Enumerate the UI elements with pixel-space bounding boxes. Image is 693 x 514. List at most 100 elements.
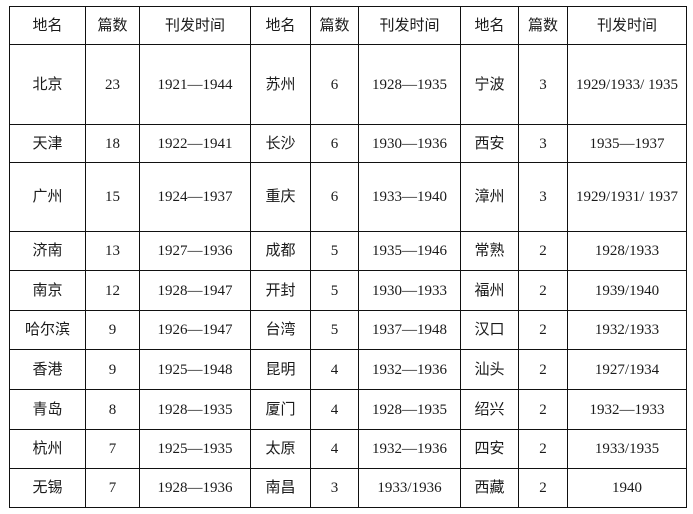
table-row: 南京 12 1928—1947 开封 5 1930—1933 福州 2 1939/1940 xyxy=(9,270,687,311)
cell-publication-period: 1927/1934 xyxy=(567,349,687,390)
table-row: 北京 23 1921—1944 苏州 6 1928—1935 宁波 3 1929/1933/ 1… xyxy=(9,44,687,125)
cell-publication-period: 1928—1936 xyxy=(139,468,251,508)
table-row: 杭州 7 1925—1935 太原 4 1932—1936 四安 2 1933/1935 xyxy=(9,429,687,469)
cell-publication-period: 1935—1946 xyxy=(358,231,461,271)
cell-place-name: 天津 xyxy=(9,124,86,163)
cell-article-count: 2 xyxy=(518,310,568,350)
header-article-count: 篇数 xyxy=(518,6,568,45)
cell-place-name: 杭州 xyxy=(9,429,86,469)
header-place-name: 地名 xyxy=(460,6,519,45)
table-row: 哈尔滨 9 1926—1947 台湾 5 1937—1948 汉口 2 1932/1933 xyxy=(9,310,687,350)
cell-article-count: 4 xyxy=(310,389,359,430)
cell-place-name: 绍兴 xyxy=(460,389,519,430)
cell-publication-period: 1932/1933 xyxy=(567,310,687,350)
cell-publication-period: 1929/1931/ 1937 xyxy=(567,162,687,232)
cell-article-count: 12 xyxy=(85,270,140,311)
cell-place-name: 太原 xyxy=(250,429,311,469)
cell-place-name: 无锡 xyxy=(9,468,86,508)
cell-publication-period: 1930—1936 xyxy=(358,124,461,163)
cell-place-name: 苏州 xyxy=(250,44,311,125)
cell-place-name: 厦门 xyxy=(250,389,311,430)
cell-article-count: 4 xyxy=(310,349,359,390)
cell-place-name: 昆明 xyxy=(250,349,311,390)
cell-article-count: 3 xyxy=(518,44,568,125)
cell-article-count: 5 xyxy=(310,310,359,350)
table-row: 香港 9 1925—1948 昆明 4 1932—1936 汕头 2 1927/1934 xyxy=(9,349,687,390)
table-row: 无锡 7 1928—1936 南昌 3 1933/1936 西藏 2 1940 xyxy=(9,468,687,508)
cell-article-count: 2 xyxy=(518,468,568,508)
header-publication-period: 刊发时间 xyxy=(358,6,461,45)
cell-place-name: 汉口 xyxy=(460,310,519,350)
cell-publication-period: 1932—1936 xyxy=(358,429,461,469)
header-publication-period: 刊发时间 xyxy=(139,6,251,45)
cell-publication-period: 1925—1935 xyxy=(139,429,251,469)
cell-publication-period: 1937—1948 xyxy=(358,310,461,350)
cell-place-name: 常熟 xyxy=(460,231,519,271)
cell-article-count: 6 xyxy=(310,124,359,163)
cell-article-count: 3 xyxy=(310,468,359,508)
cell-article-count: 18 xyxy=(85,124,140,163)
cell-place-name: 哈尔滨 xyxy=(9,310,86,350)
cell-publication-period: 1926—1947 xyxy=(139,310,251,350)
cell-publication-period: 1928—1935 xyxy=(358,44,461,125)
cell-article-count: 3 xyxy=(518,124,568,163)
cell-publication-period: 1924—1937 xyxy=(139,162,251,232)
cell-publication-period: 1927—1936 xyxy=(139,231,251,271)
cell-publication-period: 1939/1940 xyxy=(567,270,687,311)
cell-place-name: 重庆 xyxy=(250,162,311,232)
cell-article-count: 2 xyxy=(518,349,568,390)
cell-place-name: 南京 xyxy=(9,270,86,311)
cell-place-name: 福州 xyxy=(460,270,519,311)
cell-publication-period: 1930—1933 xyxy=(358,270,461,311)
cell-article-count: 8 xyxy=(85,389,140,430)
table-row: 青岛 8 1928—1935 厦门 4 1928—1935 绍兴 2 1932—1933 xyxy=(9,389,687,430)
cell-place-name: 成都 xyxy=(250,231,311,271)
header-row: 地名 篇数 刊发时间 地名 篇数 刊发时间 地名 篇数 刊发时间 xyxy=(9,6,687,45)
cell-publication-period: 1933/1935 xyxy=(567,429,687,469)
cell-publication-period: 1929/1933/ 1935 xyxy=(567,44,687,125)
cell-publication-period: 1933—1940 xyxy=(358,162,461,232)
cell-publication-period: 1940 xyxy=(567,468,687,508)
cell-publication-period: 1922—1941 xyxy=(139,124,251,163)
cell-article-count: 3 xyxy=(518,162,568,232)
cell-publication-period: 1933/1936 xyxy=(358,468,461,508)
cell-place-name: 南昌 xyxy=(250,468,311,508)
cell-article-count: 5 xyxy=(310,231,359,271)
cell-place-name: 济南 xyxy=(9,231,86,271)
header-place-name: 地名 xyxy=(9,6,86,45)
cell-publication-period: 1932—1936 xyxy=(358,349,461,390)
cell-article-count: 9 xyxy=(85,310,140,350)
header-article-count: 篇数 xyxy=(310,6,359,45)
table-row: 天津 18 1922—1941 长沙 6 1930—1936 西安 3 1935—1937 xyxy=(9,124,687,163)
header-publication-period: 刊发时间 xyxy=(567,6,687,45)
cell-article-count: 13 xyxy=(85,231,140,271)
cell-article-count: 2 xyxy=(518,231,568,271)
cell-place-name: 北京 xyxy=(9,44,86,125)
cell-publication-period: 1928—1947 xyxy=(139,270,251,311)
cell-place-name: 开封 xyxy=(250,270,311,311)
cell-article-count: 6 xyxy=(310,162,359,232)
cell-place-name: 西藏 xyxy=(460,468,519,508)
header-place-name: 地名 xyxy=(250,6,311,45)
header-article-count: 篇数 xyxy=(85,6,140,45)
cell-publication-period: 1928—1935 xyxy=(358,389,461,430)
table-row: 广州 15 1924—1937 重庆 6 1933—1940 漳州 3 1929/1931/ 1… xyxy=(9,162,687,232)
cell-place-name: 广州 xyxy=(9,162,86,232)
cell-place-name: 香港 xyxy=(9,349,86,390)
cell-publication-period: 1928—1935 xyxy=(139,389,251,430)
cell-article-count: 2 xyxy=(518,270,568,311)
cell-article-count: 2 xyxy=(518,389,568,430)
cell-place-name: 西安 xyxy=(460,124,519,163)
cell-publication-period: 1935—1937 xyxy=(567,124,687,163)
cell-place-name: 汕头 xyxy=(460,349,519,390)
cell-publication-period: 1925—1948 xyxy=(139,349,251,390)
cell-place-name: 青岛 xyxy=(9,389,86,430)
cell-publication-period: 1928/1933 xyxy=(567,231,687,271)
cell-place-name: 长沙 xyxy=(250,124,311,163)
cell-publication-period: 1932—1933 xyxy=(567,389,687,430)
cell-place-name: 宁波 xyxy=(460,44,519,125)
cell-article-count: 15 xyxy=(85,162,140,232)
cell-article-count: 7 xyxy=(85,468,140,508)
publication-table: 地名 篇数 刊发时间 地名 篇数 刊发时间 地名 篇数 刊发时间 北京 23 1921—1944 苏州… xyxy=(9,6,687,508)
cell-place-name: 台湾 xyxy=(250,310,311,350)
